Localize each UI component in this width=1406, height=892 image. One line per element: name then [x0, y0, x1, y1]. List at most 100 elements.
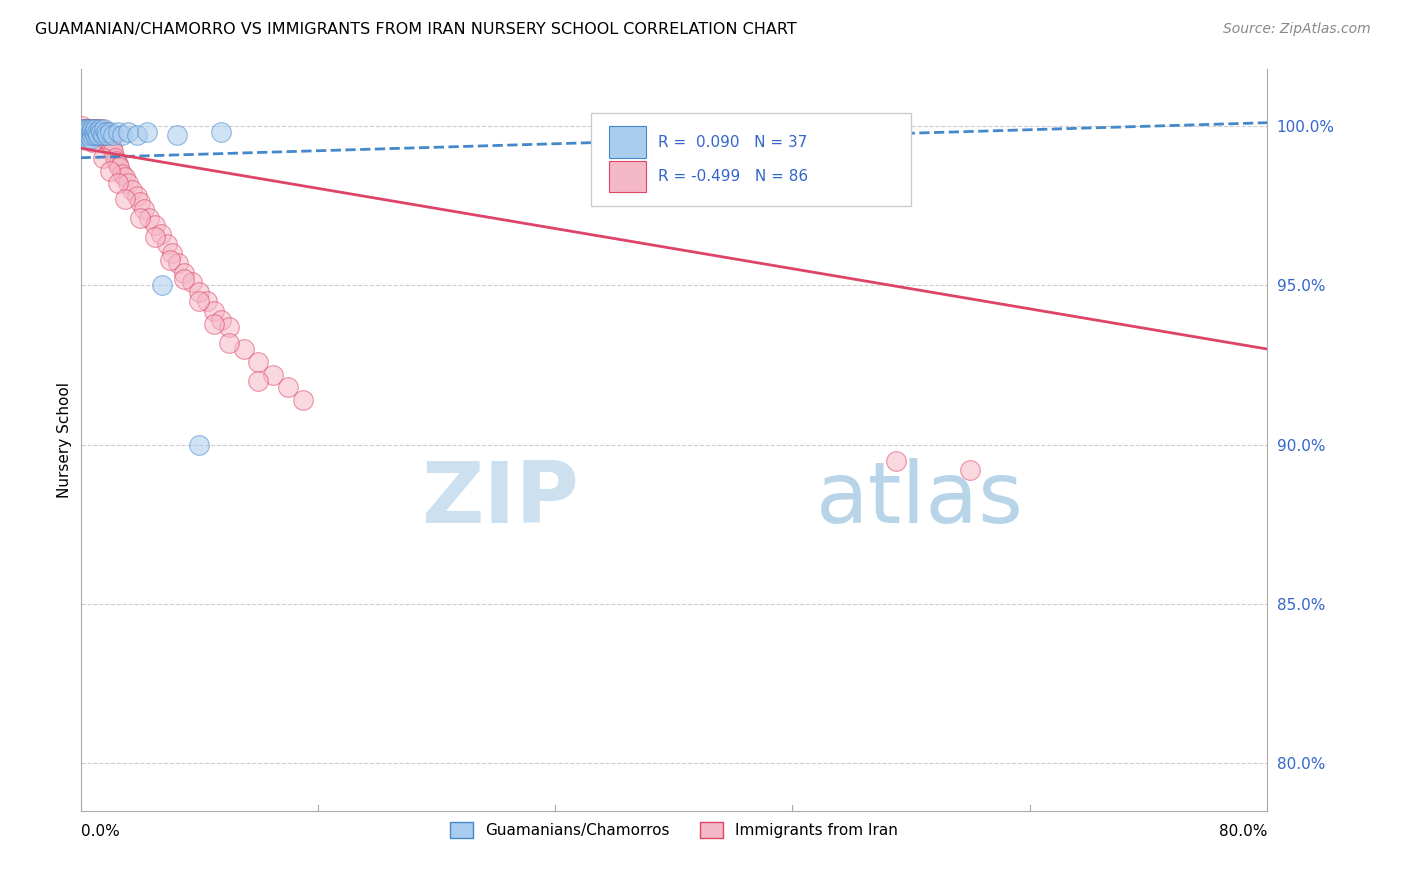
Point	[98, 163, 121, 178]
Point	[72, 128, 94, 143]
Point	[188, 285, 211, 299]
Point	[91, 125, 114, 139]
FancyBboxPatch shape	[609, 161, 647, 192]
Point	[79, 128, 101, 143]
Point	[114, 192, 136, 206]
Point	[111, 128, 134, 143]
Point	[75, 122, 97, 136]
Point	[72, 122, 94, 136]
Point	[134, 202, 156, 216]
Point	[117, 125, 139, 139]
Point	[277, 380, 299, 394]
Point	[70, 125, 93, 139]
Point	[143, 230, 166, 244]
Point	[86, 125, 108, 139]
Point	[107, 125, 129, 139]
Point	[209, 313, 232, 327]
Point	[73, 125, 96, 139]
Point	[104, 151, 127, 165]
Point	[98, 138, 121, 153]
Point	[93, 122, 115, 136]
Point	[173, 272, 195, 286]
Point	[121, 183, 143, 197]
Point	[83, 125, 105, 139]
Point	[107, 176, 129, 190]
Point	[73, 131, 96, 145]
Point	[180, 275, 202, 289]
Point	[98, 125, 121, 139]
Point	[84, 122, 107, 136]
Point	[90, 128, 112, 143]
Point	[73, 122, 96, 136]
Point	[89, 125, 111, 139]
Point	[128, 211, 150, 226]
Point	[173, 266, 195, 280]
Point	[83, 122, 105, 136]
Point	[91, 151, 114, 165]
Text: R = -0.499   N = 86: R = -0.499 N = 86	[658, 169, 808, 184]
Point	[262, 368, 284, 382]
Point	[86, 125, 108, 139]
Text: R =  0.090   N = 37: R = 0.090 N = 37	[658, 135, 807, 150]
Point	[247, 355, 270, 369]
Point	[80, 131, 103, 145]
Point	[291, 392, 314, 407]
Point	[89, 122, 111, 136]
Y-axis label: Nursery School: Nursery School	[58, 382, 72, 498]
Point	[167, 256, 190, 270]
Point	[83, 125, 105, 139]
Point	[97, 135, 120, 149]
Point	[218, 335, 240, 350]
Point	[86, 128, 108, 143]
Point	[75, 125, 97, 139]
Point	[73, 125, 96, 139]
Point	[96, 131, 118, 145]
Point	[128, 195, 150, 210]
FancyBboxPatch shape	[609, 127, 647, 158]
Point	[188, 437, 211, 451]
Point	[93, 131, 115, 145]
Point	[82, 128, 104, 143]
Point	[72, 128, 94, 143]
Point	[77, 125, 100, 139]
Point	[247, 374, 270, 388]
Point	[84, 122, 107, 136]
Point	[155, 236, 177, 251]
Point	[209, 125, 232, 139]
Point	[959, 463, 981, 477]
Point	[136, 125, 159, 139]
Point	[90, 122, 112, 136]
Point	[149, 227, 172, 242]
Point	[159, 252, 181, 267]
Text: GUAMANIAN/CHAMORRO VS IMMIGRANTS FROM IRAN NURSERY SCHOOL CORRELATION CHART: GUAMANIAN/CHAMORRO VS IMMIGRANTS FROM IR…	[35, 22, 797, 37]
Point	[125, 189, 148, 203]
Point	[75, 128, 97, 143]
Point	[79, 122, 101, 136]
Point	[98, 131, 121, 145]
Point	[77, 125, 100, 139]
Point	[75, 122, 97, 136]
Point	[117, 176, 139, 190]
Point	[884, 453, 907, 467]
Point	[101, 128, 124, 143]
Point	[70, 125, 93, 139]
Point	[94, 128, 117, 143]
Point	[91, 128, 114, 143]
Point	[82, 135, 104, 149]
Point	[91, 128, 114, 143]
FancyBboxPatch shape	[591, 113, 911, 206]
Point	[101, 145, 124, 159]
Point	[114, 169, 136, 184]
Point	[188, 294, 211, 309]
Point	[79, 122, 101, 136]
Point	[166, 128, 188, 143]
Text: ZIP: ZIP	[422, 458, 579, 541]
Point	[75, 128, 97, 143]
Legend: Guamanians/Chamorros, Immigrants from Iran: Guamanians/Chamorros, Immigrants from Ir…	[443, 816, 904, 845]
Point	[80, 125, 103, 139]
Point	[72, 122, 94, 136]
Point	[96, 128, 118, 143]
Point	[82, 125, 104, 139]
Point	[87, 122, 110, 136]
Point	[138, 211, 160, 226]
